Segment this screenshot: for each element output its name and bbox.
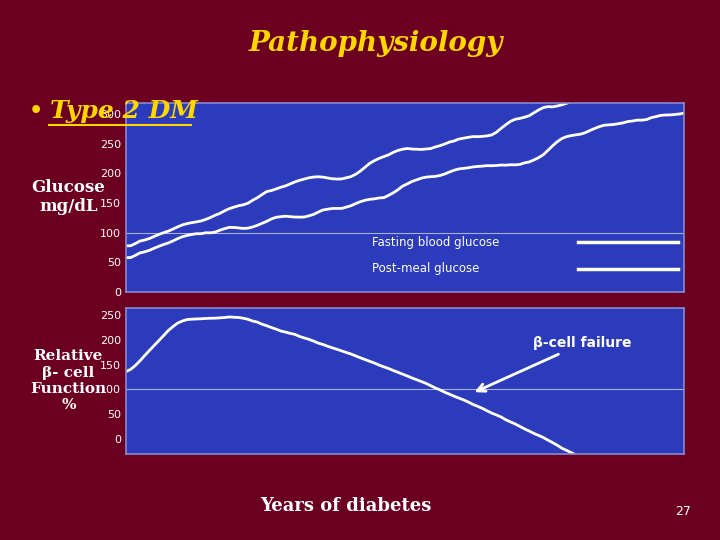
Text: Post-meal glucose: Post-meal glucose <box>372 262 479 275</box>
Text: •: • <box>29 100 43 121</box>
Text: Years of diabetes: Years of diabetes <box>260 497 431 515</box>
Text: Pathophysiology: Pathophysiology <box>249 30 503 57</box>
Text: Fasting blood glucose: Fasting blood glucose <box>372 236 499 249</box>
Text: 27: 27 <box>675 505 691 518</box>
Text: Relative
β- cell
Function
%: Relative β- cell Function % <box>30 349 107 412</box>
Text: β-cell failure: β-cell failure <box>477 336 632 391</box>
Text: Glucose
mg/dL: Glucose mg/dL <box>32 179 105 215</box>
Text: Type 2 DM: Type 2 DM <box>50 99 198 123</box>
